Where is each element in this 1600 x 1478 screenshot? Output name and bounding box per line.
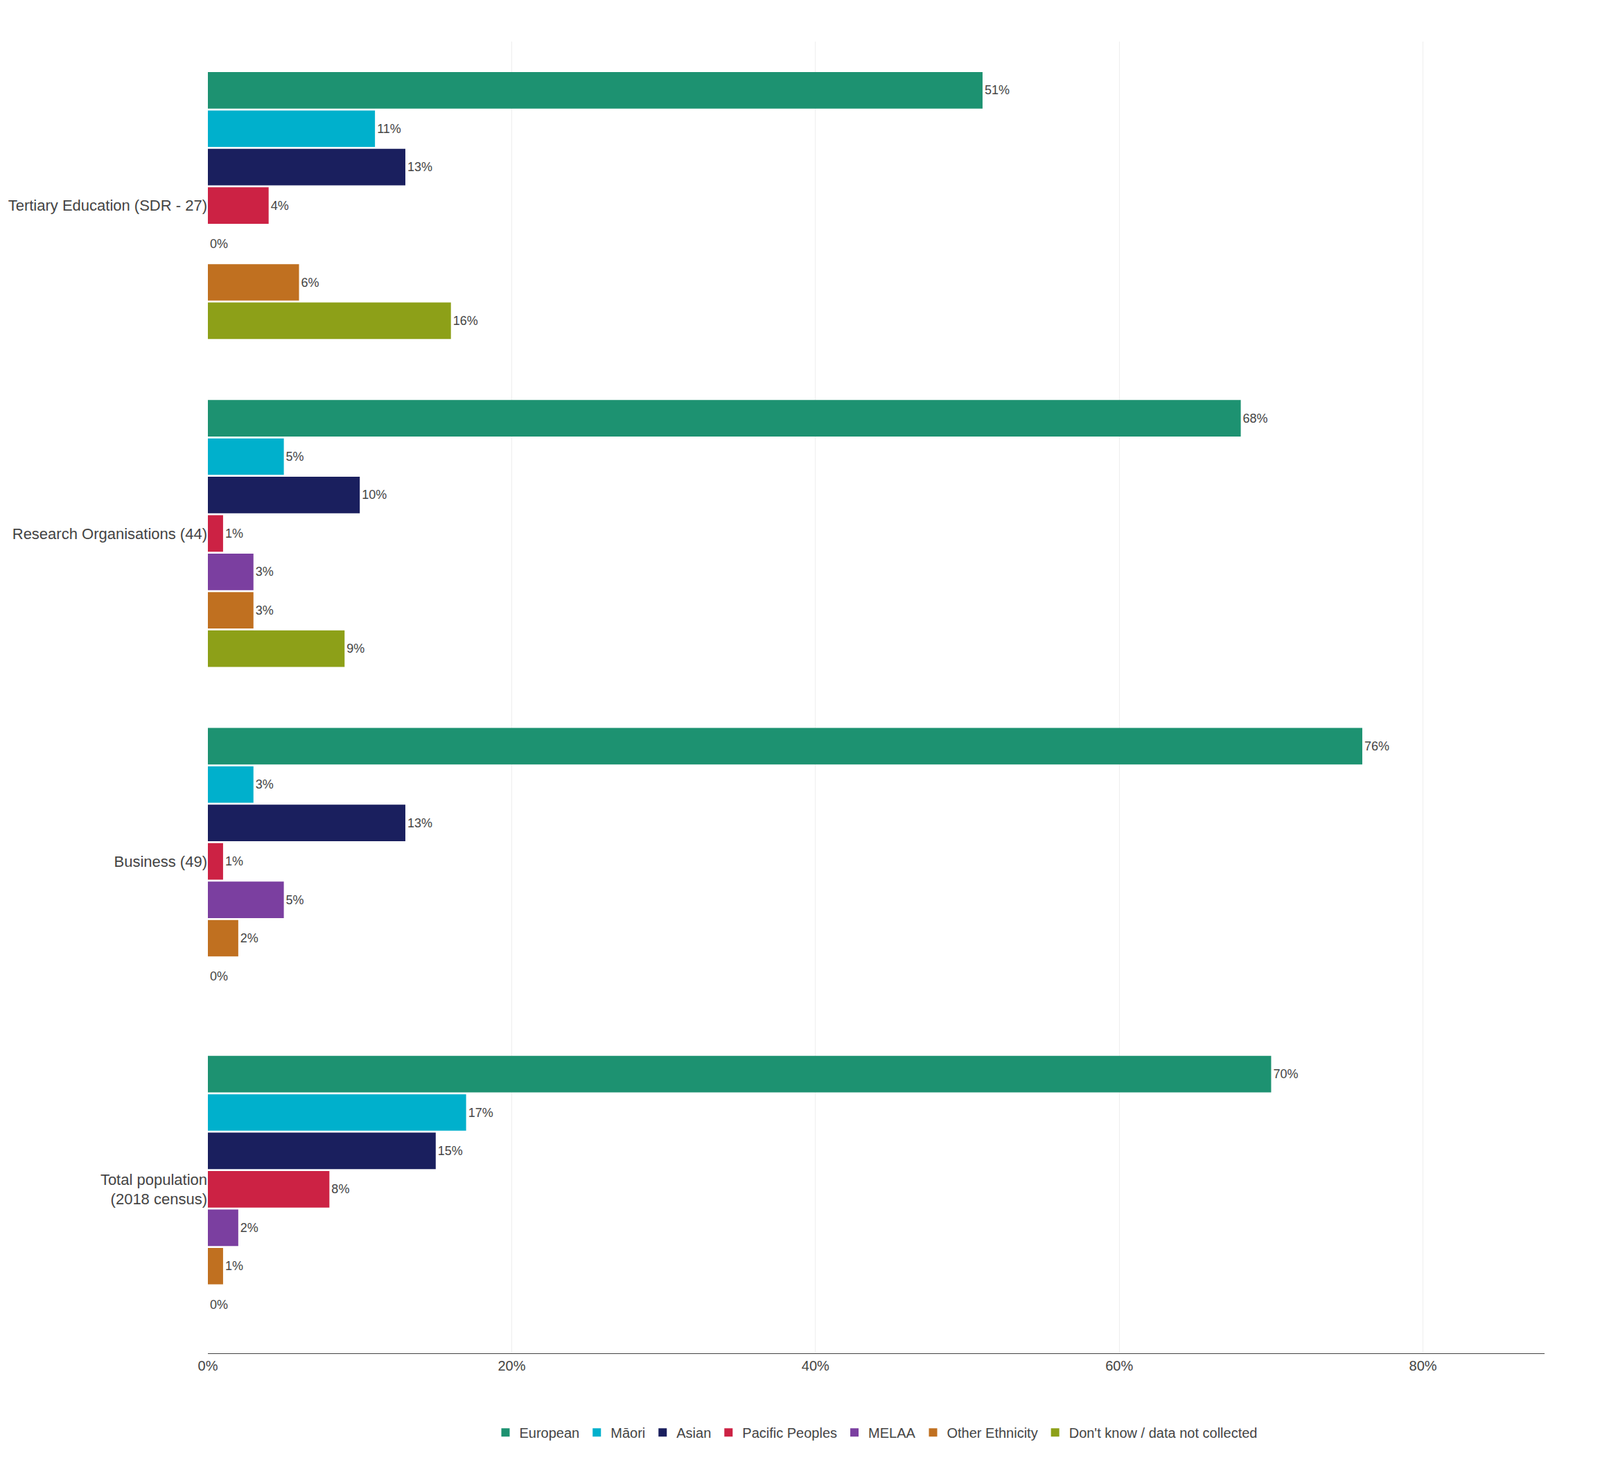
svg-text:13%: 13% bbox=[407, 160, 433, 174]
svg-text:76%: 76% bbox=[1364, 739, 1390, 754]
svg-text:5%: 5% bbox=[286, 893, 305, 908]
svg-text:51%: 51% bbox=[984, 83, 1010, 98]
svg-text:1%: 1% bbox=[225, 854, 244, 869]
svg-text:Pacific Peoples: Pacific Peoples bbox=[742, 1425, 838, 1441]
svg-text:0%: 0% bbox=[209, 236, 228, 251]
svg-text:MELAA: MELAA bbox=[868, 1425, 916, 1441]
svg-text:20%: 20% bbox=[497, 1358, 526, 1374]
svg-text:60%: 60% bbox=[1105, 1358, 1133, 1374]
svg-text:Tertiary Education (SDR - 27): Tertiary Education (SDR - 27) bbox=[8, 196, 208, 215]
svg-text:1%: 1% bbox=[225, 526, 244, 541]
svg-text:5%: 5% bbox=[286, 449, 305, 464]
svg-text:80%: 80% bbox=[1409, 1358, 1438, 1374]
svg-text:4%: 4% bbox=[270, 198, 289, 213]
svg-text:0%: 0% bbox=[198, 1358, 219, 1374]
svg-text:Māori: Māori bbox=[610, 1425, 646, 1441]
svg-text:2%: 2% bbox=[240, 1220, 259, 1235]
svg-text:15%: 15% bbox=[437, 1144, 463, 1158]
svg-text:Research Organisations (44): Research Organisations (44) bbox=[12, 525, 208, 543]
svg-text:0%: 0% bbox=[209, 1297, 228, 1312]
svg-text:70%: 70% bbox=[1272, 1067, 1298, 1081]
svg-text:Don't know / data not collecte: Don't know / data not collected bbox=[1069, 1425, 1258, 1441]
svg-text:Asian: Asian bbox=[676, 1425, 711, 1441]
svg-text:6%: 6% bbox=[301, 275, 320, 290]
svg-text:13%: 13% bbox=[407, 816, 433, 831]
svg-text:3%: 3% bbox=[255, 603, 274, 618]
svg-text:Other Ethnicity: Other Ethnicity bbox=[947, 1425, 1039, 1441]
svg-text:1%: 1% bbox=[225, 1259, 244, 1273]
svg-text:2%: 2% bbox=[240, 931, 259, 946]
svg-text:0%: 0% bbox=[209, 969, 228, 984]
svg-text:17%: 17% bbox=[468, 1105, 494, 1120]
svg-text:11%: 11% bbox=[376, 121, 402, 136]
svg-text:3%: 3% bbox=[255, 777, 274, 792]
svg-text:16%: 16% bbox=[453, 313, 479, 328]
svg-text:Total population(2018 census): Total population(2018 census) bbox=[100, 1171, 208, 1209]
svg-text:8%: 8% bbox=[331, 1182, 350, 1197]
svg-text:European: European bbox=[519, 1425, 580, 1441]
svg-text:68%: 68% bbox=[1243, 411, 1269, 426]
svg-text:3%: 3% bbox=[255, 564, 274, 579]
svg-text:9%: 9% bbox=[346, 641, 365, 656]
svg-text:Business (49): Business (49) bbox=[113, 853, 208, 871]
svg-text:40%: 40% bbox=[801, 1358, 830, 1374]
svg-text:10%: 10% bbox=[361, 487, 387, 502]
